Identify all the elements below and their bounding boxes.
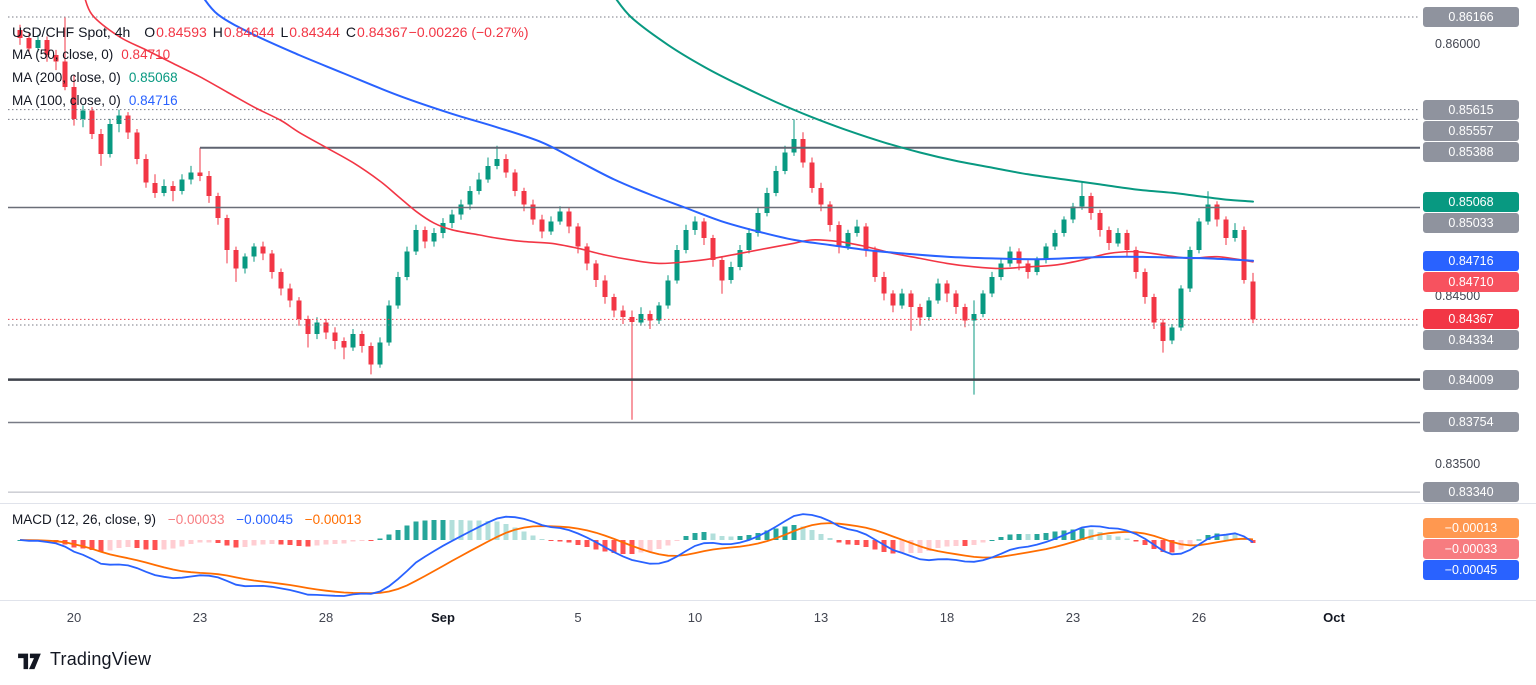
ma50-label[interactable]: MA (50, close, 0) [12,47,114,62]
price-axis-badge: 0.84367 [1423,309,1519,330]
tradingview-logo-icon [18,653,41,669]
price-axis-badge: 0.86166 [1423,6,1519,27]
time-axis-label: 18 [939,610,955,625]
symbol-title[interactable]: USD/CHF Spot, 4h [12,23,131,40]
price-axis-badge: 0.85615 [1423,99,1519,120]
legend: USD/CHF Spot, 4h O0.84593 H0.84644 L0.8434… [12,20,529,112]
tradingview-branding[interactable]: TradingView [16,649,151,670]
ma200-line [615,0,1254,203]
open-value: 0.84593 [156,23,207,40]
price-axis-badge: 0.84716 [1423,250,1519,271]
change-value: −0.00226 (−0.27%) [408,23,529,40]
price-axis-badge: 0.85388 [1423,141,1519,162]
macd-hist-value: −0.00033 [167,512,225,527]
low-label: L [280,23,289,40]
macd-line-value: −0.00045 [236,512,293,527]
price-axis[interactable]: 0.860000.855000.845000.83500−0.002000.86… [1420,0,1536,600]
macd-label[interactable]: MACD (12, 26, close, 9) [12,512,157,527]
price-axis-badge: 0.85033 [1423,212,1519,233]
ma100-value: 0.84716 [128,93,178,108]
macd-axis-badge: −0.00033 [1423,539,1519,560]
ma200-row: MA (200, close, 0) 0.85068 [12,66,529,89]
ma50-row: MA (50, close, 0) 0.84710 [12,43,529,66]
price-axis-badge: 0.84334 [1423,330,1519,351]
price-axis-badge: 0.85557 [1423,120,1519,141]
ma50-value: 0.84710 [121,47,171,62]
chart-canvas[interactable] [0,0,1420,600]
ma100-label[interactable]: MA (100, close, 0) [12,93,121,108]
time-axis-label: 5 [574,610,582,625]
macd-signal-value: −0.00013 [304,512,362,527]
ma100-line [203,0,1254,262]
time-axis-label: 28 [318,610,334,625]
ma50-line [84,0,1254,270]
ma200-label[interactable]: MA (200, close, 0) [12,70,121,85]
time-axis-label: 26 [1191,610,1207,625]
time-axis-label: 13 [813,610,829,625]
time-axis-label: 20 [66,610,82,625]
time-axis-label: 10 [687,610,703,625]
price-axis-tick: 0.86000 [1435,36,1481,51]
time-axis-label: Oct [1323,610,1345,625]
tradingview-wordmark: TradingView [50,649,152,669]
close-value: 0.84367 [357,23,408,40]
candle-bodies [17,29,1256,365]
price-axis-badge: 0.85068 [1423,191,1519,212]
low-value: 0.84344 [289,23,340,40]
pane-divider[interactable] [0,503,1536,504]
macd-axis-badge: −0.00045 [1423,560,1519,581]
time-axis-label: Sep [431,610,455,625]
macd-line [19,513,1254,597]
high-label: H [212,23,223,40]
ohlc-values: O0.84593 H0.84644 L0.84344 C0.84367−0.00226… [138,24,528,40]
symbol-row: USD/CHF Spot, 4h O0.84593 H0.84644 L0.8434… [12,20,529,43]
time-axis-label: 23 [1065,610,1081,625]
time-axis-label: 23 [192,610,208,625]
price-axis-tick: 0.84500 [1435,289,1481,304]
price-axis-badge: 0.83754 [1423,412,1519,433]
close-label: C [345,23,357,40]
price-axis-badge: 0.84009 [1423,369,1519,390]
price-axis-badge: 0.84710 [1423,271,1519,292]
macd-signal-line [19,522,1254,595]
open-label: O [144,23,156,40]
macd-axis-badge: −0.00013 [1423,518,1519,539]
high-value: 0.84644 [223,23,275,40]
time-axis[interactable]: 20 23 28 Sep 5 10 13 18 23 26 Oct [0,600,1536,638]
ma200-value: 0.85068 [128,70,178,85]
price-axis-tick: 0.83500 [1435,457,1481,472]
price-axis-badge: 0.83340 [1423,482,1519,503]
ma100-row: MA (100, close, 0) 0.84716 [12,89,529,112]
macd-legend: MACD (12, 26, close, 9) −0.00033 −0.0004… [12,512,369,527]
